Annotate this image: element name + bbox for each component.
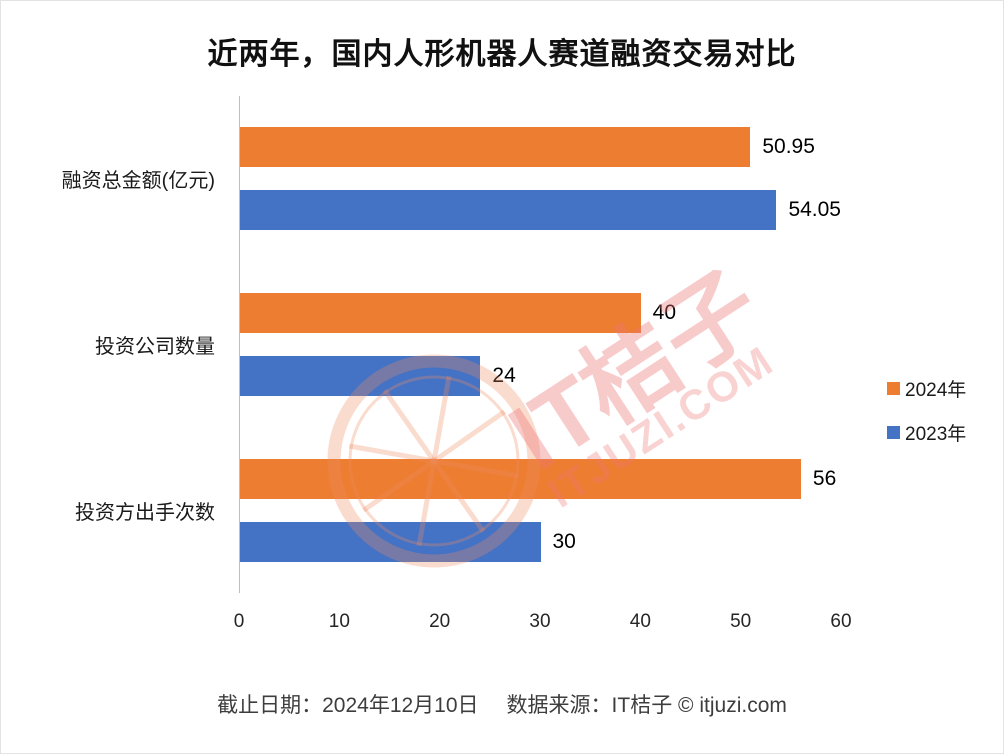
legend: 2024年 2023年 xyxy=(887,375,966,446)
category-axis: 融资总金额(亿元) 投资公司数量投资方出手次数 xyxy=(1,96,227,593)
footer-note: 截止日期：2024年12月10日 数据来源：IT桔子 © itjuzi.com xyxy=(1,689,1003,719)
bar-group: 56 30 xyxy=(240,427,841,593)
value-label: 24 xyxy=(492,364,516,387)
value-label: 54.05 xyxy=(788,198,841,222)
value-label: 40 xyxy=(652,301,677,324)
x-tick-label: 40 xyxy=(629,611,651,632)
value-label: 50.95 xyxy=(762,135,815,159)
value-label: 30 xyxy=(552,529,576,553)
bar-2024年 xyxy=(240,127,751,168)
bar-row: 56 xyxy=(240,458,841,499)
category-label: 投资方出手次数 xyxy=(75,501,215,524)
x-tick-label: 20 xyxy=(429,611,451,632)
category-label: 融资总金额(亿元) xyxy=(61,170,215,193)
x-tick-label: 30 xyxy=(529,611,551,632)
bar-2024年 xyxy=(240,458,801,499)
legend-swatch xyxy=(887,426,900,439)
x-tick-label: 50 xyxy=(730,611,752,632)
bar-row: 24 xyxy=(240,356,841,396)
footer-cutoff-date: 截止日期：2024年12月10日 xyxy=(217,694,479,717)
bar-group: 40 24 xyxy=(240,262,841,428)
bar-row: 50.95 xyxy=(240,127,841,168)
bar-group: 50.95 54.05 xyxy=(240,96,841,262)
x-tick-label: 0 xyxy=(233,611,245,632)
footer-data-source: 数据来源：IT桔子 © itjuzi.com xyxy=(506,694,787,717)
plot-area: 50.95 54.05 40 24 56 30 xyxy=(239,96,841,593)
legend-label: 2023年 xyxy=(905,424,967,445)
legend-item: 2024年 xyxy=(887,375,966,402)
x-axis: 0 10 20 30 40 50 60 xyxy=(234,611,852,641)
value-label: 56 xyxy=(812,466,837,490)
legend-swatch xyxy=(887,382,900,395)
bar-row: 54.05 xyxy=(240,190,841,231)
x-tick-label: 60 xyxy=(830,611,852,632)
bar-2023年 xyxy=(240,521,541,562)
bar-2023年 xyxy=(240,356,481,396)
category-label: 投资公司数量 xyxy=(95,336,215,358)
bar-row: 40 xyxy=(240,293,841,333)
legend-item: 2023年 xyxy=(887,419,966,446)
chart-title: 近两年，国内人形机器人赛道融资交易对比 xyxy=(207,38,797,71)
bar-2023年 xyxy=(240,190,777,231)
legend-label: 2024年 xyxy=(905,380,967,401)
bar-2024年 xyxy=(240,293,641,333)
bar-row: 30 xyxy=(240,521,841,562)
x-tick-label: 10 xyxy=(328,611,350,632)
